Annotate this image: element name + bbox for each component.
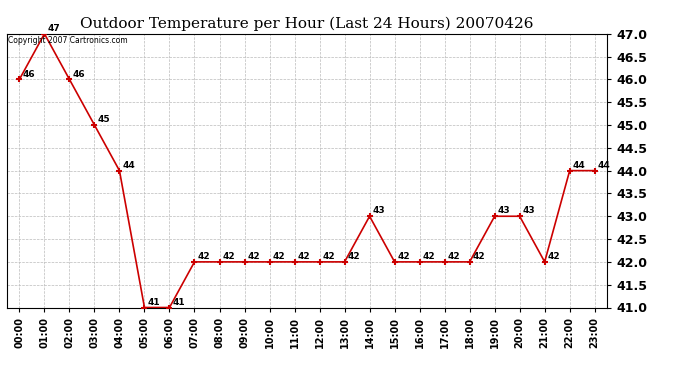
Text: 42: 42 xyxy=(273,252,285,261)
Text: 43: 43 xyxy=(522,207,535,216)
Text: 42: 42 xyxy=(297,252,310,261)
Text: 42: 42 xyxy=(197,252,210,261)
Text: 42: 42 xyxy=(222,252,235,261)
Text: 46: 46 xyxy=(72,70,85,79)
Text: 44: 44 xyxy=(573,161,585,170)
Text: 44: 44 xyxy=(122,161,135,170)
Title: Outdoor Temperature per Hour (Last 24 Hours) 20070426: Outdoor Temperature per Hour (Last 24 Ho… xyxy=(80,17,534,31)
Text: 43: 43 xyxy=(497,207,510,216)
Text: 42: 42 xyxy=(473,252,485,261)
Text: 46: 46 xyxy=(22,70,34,79)
Text: 41: 41 xyxy=(147,298,160,307)
Text: 42: 42 xyxy=(247,252,260,261)
Text: 42: 42 xyxy=(422,252,435,261)
Text: Copyright 2007 Cartronics.com: Copyright 2007 Cartronics.com xyxy=(8,36,127,45)
Text: 42: 42 xyxy=(397,252,410,261)
Text: 42: 42 xyxy=(322,252,335,261)
Text: 42: 42 xyxy=(447,252,460,261)
Text: 41: 41 xyxy=(172,298,185,307)
Text: 45: 45 xyxy=(97,115,110,124)
Text: 42: 42 xyxy=(347,252,360,261)
Text: 47: 47 xyxy=(47,24,60,33)
Text: 44: 44 xyxy=(598,161,610,170)
Text: 42: 42 xyxy=(547,252,560,261)
Text: 43: 43 xyxy=(373,207,385,216)
